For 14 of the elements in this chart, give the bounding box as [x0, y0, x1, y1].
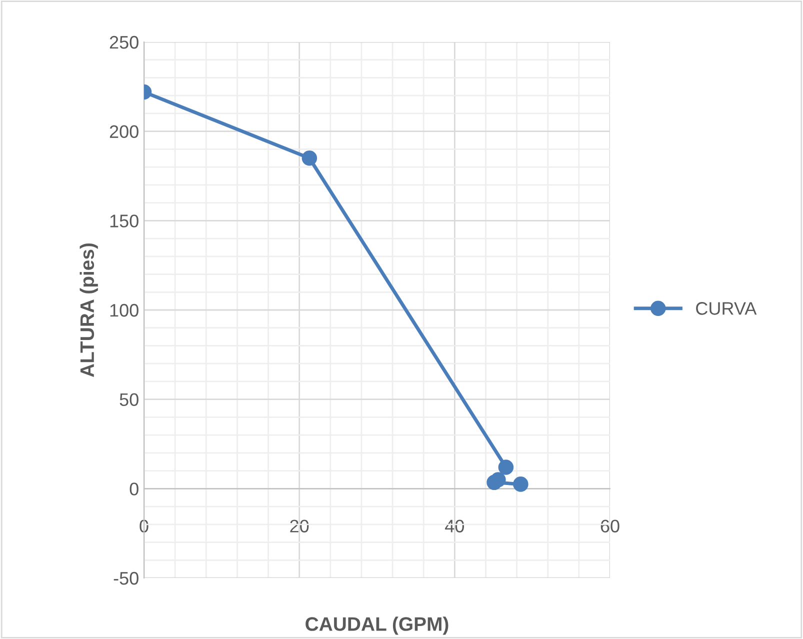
y-tick-label: 250	[110, 36, 138, 49]
y-tick-label: -50	[114, 572, 138, 585]
y-axis-title: ALTURA (pies)	[80, 243, 98, 378]
point	[498, 460, 514, 475]
y-tick-label: 0	[130, 482, 138, 496]
y-tick-label: 200	[110, 125, 138, 138]
y-tick-label: 150	[110, 214, 138, 228]
x-axis-title: CAUDAL (GPM)	[306, 616, 448, 635]
point	[486, 474, 502, 490]
x-tick-label: 60	[600, 520, 620, 532]
legend-label: CURVA	[696, 302, 757, 315]
point	[513, 476, 528, 492]
y-tick-label: 100	[110, 304, 138, 317]
y-tick-label: 50	[120, 393, 138, 406]
